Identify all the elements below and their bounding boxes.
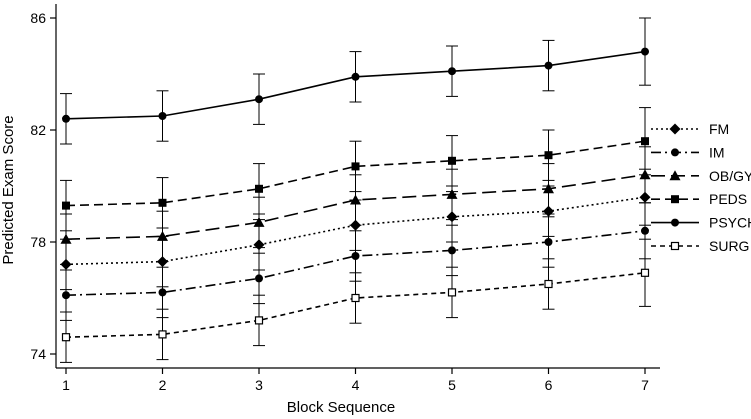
data-point xyxy=(62,201,70,210)
data-point xyxy=(640,268,650,277)
y-tick-label: 86 xyxy=(30,10,46,26)
legend-marker xyxy=(671,148,679,157)
y-axis-title: Predicted Exam Score xyxy=(0,115,17,264)
data-point xyxy=(350,194,361,205)
legend-marker xyxy=(670,241,680,251)
data-point xyxy=(351,162,360,171)
data-point xyxy=(544,238,553,246)
data-point xyxy=(544,279,553,289)
legend-item: PEDS xyxy=(651,191,747,207)
legend-item: SURG xyxy=(651,238,749,254)
data-point xyxy=(61,333,71,342)
axes: 74 78 82 86 1 2 3 4 5 6 7 xyxy=(30,4,660,393)
data-point xyxy=(544,151,553,160)
data-point xyxy=(254,316,264,325)
x-axis-title: Block Sequence xyxy=(287,399,395,416)
y-tick-label: 78 xyxy=(30,234,46,250)
x-tick-label: 5 xyxy=(448,377,456,393)
data-point xyxy=(158,330,167,339)
series-layer xyxy=(60,17,651,363)
data-point xyxy=(544,61,553,70)
data-point xyxy=(641,226,649,235)
data-point xyxy=(448,156,456,165)
x-tick-label: 4 xyxy=(352,377,360,393)
data-point xyxy=(351,252,360,260)
data-point xyxy=(158,112,167,120)
legend-marker xyxy=(669,170,681,181)
legend-item: IM xyxy=(651,144,725,160)
legend-label: OB/GYN xyxy=(709,168,751,184)
data-point xyxy=(447,288,457,297)
data-point xyxy=(157,230,168,241)
x-tick-label: 3 xyxy=(255,377,263,393)
data-point xyxy=(448,246,456,255)
data-point xyxy=(448,67,456,76)
legend-marker xyxy=(669,123,681,135)
data-point xyxy=(543,183,554,194)
legend-label: IM xyxy=(709,144,725,160)
data-point xyxy=(446,188,458,199)
legend-label: PSYCH xyxy=(709,215,751,231)
x-tick-label: 2 xyxy=(159,377,167,393)
series-surg xyxy=(60,238,651,363)
x-tick-label: 1 xyxy=(62,377,70,393)
legend-label: PEDS xyxy=(709,191,747,207)
data-point xyxy=(253,216,265,227)
legend-label: FM xyxy=(709,121,729,137)
series-psych xyxy=(60,17,651,145)
data-point xyxy=(62,291,70,300)
data-point xyxy=(641,47,649,56)
legend-marker xyxy=(671,195,679,204)
data-point xyxy=(255,184,263,193)
data-point xyxy=(158,288,167,297)
legend-marker xyxy=(671,218,679,227)
y-tick-label: 74 xyxy=(30,346,46,362)
legend: FM IM OB/GYN PEDS PSYCH SURG xyxy=(651,121,751,254)
legend-item: FM xyxy=(651,121,729,137)
x-tick-label: 6 xyxy=(545,377,553,393)
legend-label: SURG xyxy=(709,238,749,254)
legend-item: OB/GYN xyxy=(651,168,751,184)
legend-item: PSYCH xyxy=(651,215,751,231)
data-point xyxy=(62,114,70,123)
data-point xyxy=(351,72,360,81)
x-tick-label: 7 xyxy=(641,377,649,393)
data-point xyxy=(60,233,72,244)
data-point xyxy=(255,274,263,283)
data-point xyxy=(641,137,649,146)
series-peds xyxy=(60,107,651,232)
data-point xyxy=(255,95,263,104)
y-tick-label: 82 xyxy=(30,122,46,138)
data-point xyxy=(351,293,360,303)
data-point xyxy=(158,198,167,207)
